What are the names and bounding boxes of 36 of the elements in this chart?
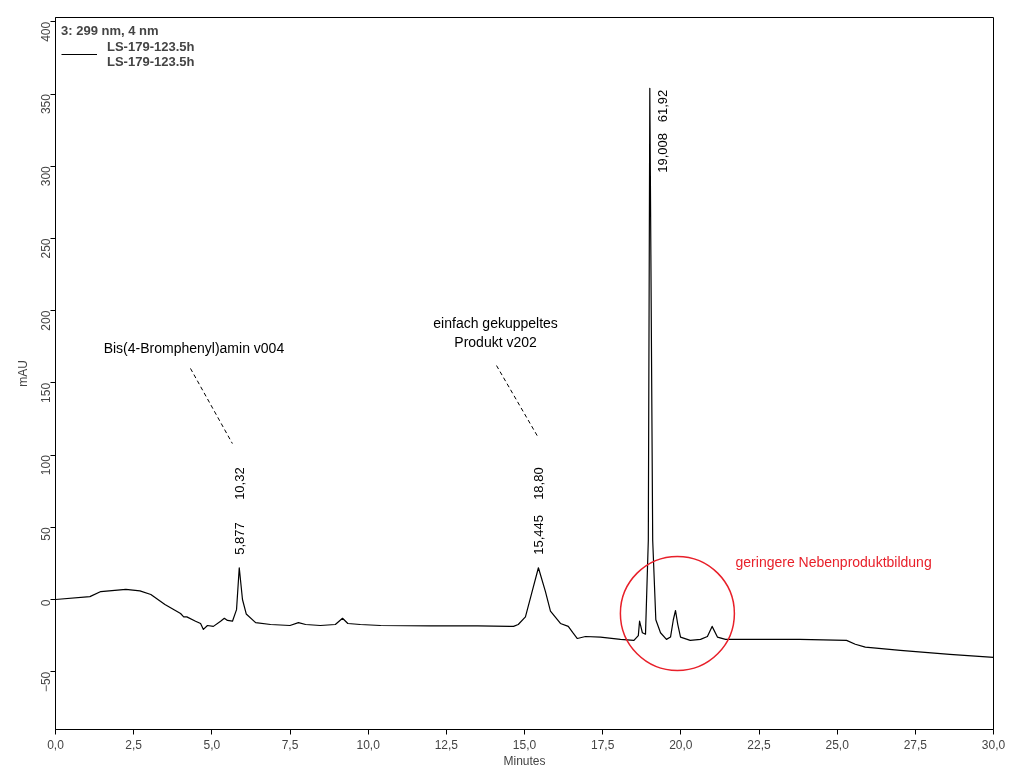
y-tick-label: 100 [39,454,53,476]
x-tick-label: 20,0 [669,737,693,752]
x-tick-label: 2,5 [125,737,143,752]
y-tick-label: 400 [39,21,53,42]
x-tick-label: 15,0 [512,737,537,752]
y-tick-label: 0 [39,599,53,607]
x-tick-label: 10,0 [356,737,381,752]
x-tick-label: 17,5 [590,737,615,752]
x-tick-label: 7,5 [281,737,299,752]
y-tick-label: 150 [39,382,53,403]
annotation: 5,877 [231,522,247,555]
annotation: 10,32 [231,467,247,500]
y-tick-label: 350 [39,93,53,115]
annotation: 18,80 [530,467,546,500]
x-tick-label: 5,0 [203,737,221,752]
y-tick-label: −50 [39,671,53,693]
x-tick-label: 22,5 [747,737,771,752]
x-tick-label: 12,5 [434,737,459,752]
y-axis-title: mAU [15,360,30,387]
y-tick-label: 300 [39,165,53,187]
annotation: 61,92 [655,89,671,123]
x-tick-label: 27,5 [903,737,928,752]
x-axis-title: Minutes [503,753,546,768]
annotation: 15,445 [530,514,546,555]
y-tick-label: 50 [39,526,53,541]
legend-label: LS-179-123.5h LS-179-123.5h [107,39,195,69]
legend-title: 3: 299 nm, 4 nm [61,23,160,38]
y-tick-label: 250 [39,238,53,259]
annotation: 19,008 [655,133,671,173]
x-tick-label: 0,0 [47,737,65,752]
annotation: einfach gekuppeltes Produkt v202 [433,314,558,350]
y-tick-label: 200 [39,310,53,331]
x-tick-label: 30,0 [981,737,1006,752]
x-tick-label: 25,0 [825,737,850,752]
annotation: Bis(4-Bromphenyl)amin v004 [103,340,285,357]
annotation: geringere Nebenproduktbildung [735,554,932,571]
